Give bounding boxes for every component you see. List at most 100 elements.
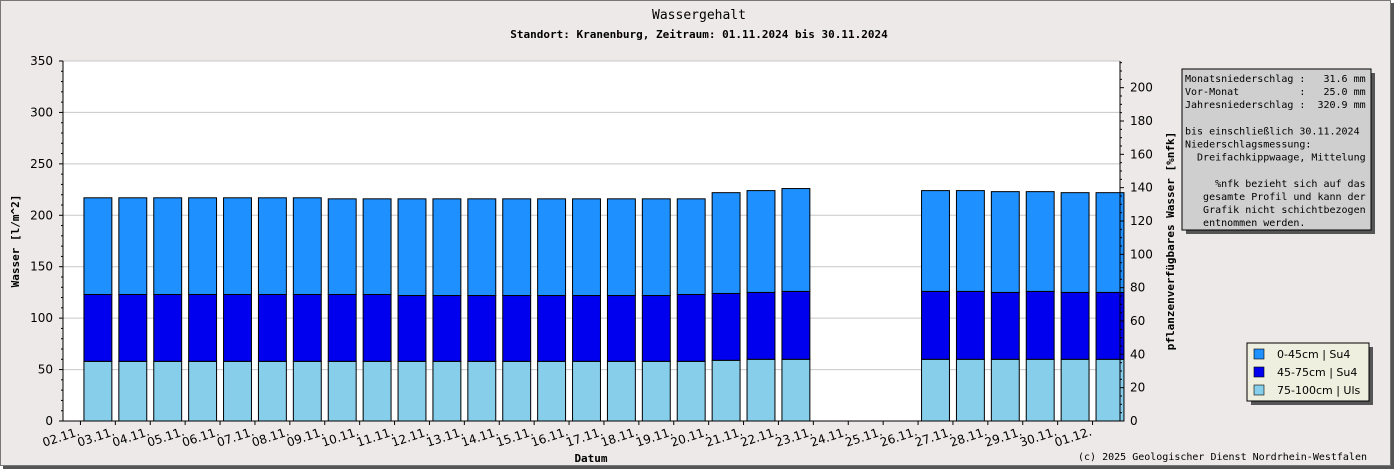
bar-segment <box>257 293 287 362</box>
chart-subtitle: Standort: Kranenburg, Zeitraum: 01.11.20… <box>510 28 888 41</box>
legend: 0-45cm | Su4 45-75cm | Su4 75-100cm | Uls <box>1246 342 1373 405</box>
bar-segment <box>572 198 601 297</box>
bar-segment <box>572 295 601 362</box>
x-axis-label: Datum <box>574 452 607 465</box>
y-axis-label: Wasser [l/m^2] <box>9 195 22 288</box>
bar-segment <box>118 197 148 295</box>
bar-segment <box>153 293 183 362</box>
bar-segment <box>467 360 497 422</box>
bar-segment <box>1060 291 1090 360</box>
bar-segment <box>1025 290 1055 360</box>
bar-segment <box>1025 191 1055 292</box>
bar-segment <box>327 360 357 422</box>
bar-segment <box>502 360 532 422</box>
y2-tick-label: 120 <box>1130 214 1153 228</box>
bar-segment <box>990 358 1020 422</box>
y2-tick-label: 180 <box>1130 114 1153 128</box>
bar-segment <box>188 360 218 422</box>
bar-segment <box>397 198 427 297</box>
bar-segment <box>641 360 671 422</box>
y-tick-label: 250 <box>30 157 53 171</box>
bar-segment <box>467 198 497 297</box>
y2-tick-label: 80 <box>1130 281 1145 295</box>
bar-segment <box>118 293 148 362</box>
info-line: Grafik nicht schichtbezogen <box>1185 205 1366 216</box>
legend-label: 0-45cm | Su4 <box>1277 348 1350 361</box>
bar-segment <box>990 291 1020 360</box>
bar-segment <box>83 293 113 362</box>
bar-segment <box>1060 192 1090 293</box>
bar-segment <box>327 198 357 295</box>
bar-segment <box>711 359 741 422</box>
bar-segment <box>257 360 287 422</box>
bar-segment <box>153 360 183 422</box>
bar-segment <box>537 360 567 422</box>
bar-segment <box>397 295 427 362</box>
bar-segment <box>1095 358 1125 422</box>
bar-segment <box>606 360 636 422</box>
bar-segment <box>641 198 671 297</box>
bar-segment <box>153 197 183 295</box>
bar-segment <box>292 360 322 422</box>
chart-title: Wassergehalt <box>652 8 746 23</box>
bar-segment <box>781 358 811 422</box>
info-line: Dreifachkippwaage, Mittelung <box>1185 153 1366 164</box>
legend-panel <box>1246 342 1370 402</box>
info-line: gesamte Profil und kann der <box>1185 192 1366 203</box>
bar-segment <box>641 295 671 362</box>
y-tick-label: 150 <box>30 260 53 274</box>
bar-segment <box>746 358 776 422</box>
bar-segment <box>292 197 322 295</box>
bar-segment <box>502 198 532 297</box>
legend-swatch <box>1253 366 1265 378</box>
bar-segment <box>292 293 322 362</box>
y-tick-label: 100 <box>30 311 53 325</box>
y2-ticks: 0 20 40 60 80 100 120 140 160 180 200 <box>1120 62 1153 428</box>
legend-label: 75-100cm | Uls <box>1277 384 1361 397</box>
bar-segment <box>537 295 567 362</box>
bars-group <box>83 188 1125 422</box>
info-line: Jahresniederschlag : 320.9 mm <box>1185 100 1366 111</box>
bar-segment <box>606 295 636 362</box>
y2-tick-label: 60 <box>1130 314 1145 328</box>
bar-segment <box>990 191 1020 293</box>
bar-segment <box>1095 192 1125 293</box>
bar-segment <box>223 197 252 295</box>
bar-segment <box>572 360 601 422</box>
bar-segment <box>432 295 462 362</box>
bar-segment <box>327 293 357 362</box>
y2-tick-label: 140 <box>1130 181 1153 195</box>
y-tick-label: 350 <box>30 54 53 68</box>
y2-tick-label: 0 <box>1130 414 1138 428</box>
bar-segment <box>781 188 811 292</box>
bar-segment <box>502 295 532 362</box>
bar-segment <box>83 360 113 422</box>
bar-segment <box>1025 358 1055 422</box>
x-ticks: 02.11.03.11.04.11.05.11.06.11.07.11.08.1… <box>41 421 1094 450</box>
y-tick-label: 200 <box>30 208 53 222</box>
copyright-text: (c) 2025 Geologischer Dienst Nordrhein-W… <box>1078 452 1367 463</box>
bar-segment <box>921 190 950 292</box>
bar-segment <box>746 291 776 360</box>
y2-tick-label: 160 <box>1130 147 1153 161</box>
bar-segment <box>711 192 741 294</box>
bar-segment <box>118 360 148 422</box>
bar-segment <box>397 360 427 422</box>
legend-swatch <box>1253 348 1265 360</box>
bar-segment <box>537 198 567 297</box>
y2-tick-label: 100 <box>1130 247 1153 261</box>
info-box-panel <box>1181 68 1372 231</box>
info-line: bis einschließlich 30.11.2024 <box>1185 126 1360 137</box>
x-tick-label: 01.12. <box>1053 425 1094 450</box>
info-line: Monatsniederschlag : 31.6 mm <box>1185 74 1366 85</box>
bar-segment <box>188 293 218 362</box>
bar-segment <box>955 190 985 292</box>
bar-segment <box>362 360 392 422</box>
bar-segment <box>676 360 706 422</box>
info-line: entnommen werden. <box>1185 218 1305 229</box>
legend-items: 0-45cm | Su4 45-75cm | Su4 75-100cm | Uls <box>1253 348 1361 397</box>
legend-label: 45-75cm | Su4 <box>1277 366 1357 379</box>
bar-segment <box>955 290 985 360</box>
bar-segment <box>432 198 462 297</box>
